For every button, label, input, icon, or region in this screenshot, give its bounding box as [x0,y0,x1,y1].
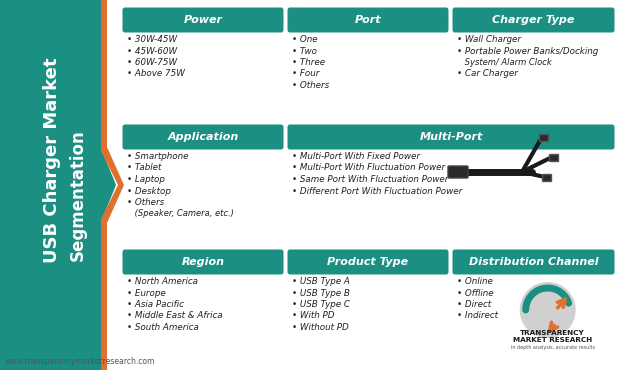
Text: • Direct: • Direct [457,300,491,309]
Text: • Three: • Three [292,58,325,67]
Text: • Smartphone: • Smartphone [127,152,188,161]
Text: • One: • One [292,35,317,44]
Text: • North America: • North America [127,277,198,286]
Text: • Indirect: • Indirect [457,312,498,320]
Polygon shape [101,0,124,370]
Polygon shape [0,0,116,370]
Text: • Without PD: • Without PD [292,323,348,332]
Text: Multi-Port: Multi-Port [419,132,483,142]
Text: Application: Application [167,132,239,142]
Text: Port: Port [355,15,381,25]
Text: • Desktop: • Desktop [127,186,171,195]
Text: • Others: • Others [292,81,329,90]
Text: • Four: • Four [292,70,319,78]
Text: Product Type: Product Type [327,257,409,267]
FancyBboxPatch shape [123,124,283,149]
Text: • Laptop: • Laptop [127,175,165,184]
FancyBboxPatch shape [549,155,559,161]
FancyBboxPatch shape [288,124,614,149]
FancyBboxPatch shape [539,135,549,141]
FancyBboxPatch shape [453,249,614,275]
Text: Distribution Channel: Distribution Channel [469,257,598,267]
Text: • 45W-60W: • 45W-60W [127,47,177,55]
Text: (Speaker, Camera, etc.): (Speaker, Camera, etc.) [132,209,234,219]
Text: • Middle East & Africa: • Middle East & Africa [127,312,223,320]
FancyBboxPatch shape [123,7,283,33]
Text: MARKET RESEARCH: MARKET RESEARCH [513,337,592,343]
Text: • Europe: • Europe [127,289,166,297]
Text: TRANSPARENCY: TRANSPARENCY [520,330,585,336]
Text: • Asia Pacific: • Asia Pacific [127,300,184,309]
Text: • South America: • South America [127,323,199,332]
FancyBboxPatch shape [288,7,448,33]
Text: • Multi-Port With Fixed Power: • Multi-Port With Fixed Power [292,152,420,161]
FancyBboxPatch shape [123,249,283,275]
Text: • Two: • Two [292,47,317,55]
Text: • Different Port With Fluctuation Power: • Different Port With Fluctuation Power [292,186,463,195]
Text: System/ Alarm Clock: System/ Alarm Clock [462,58,552,67]
Text: Region: Region [182,257,224,267]
Text: • 60W-75W: • 60W-75W [127,58,177,67]
FancyBboxPatch shape [453,7,614,33]
Text: • Above 75W: • Above 75W [127,70,185,78]
Text: • Tablet: • Tablet [127,164,161,172]
Text: USB Charger Market: USB Charger Market [43,57,61,263]
Text: • Portable Power Banks/Docking: • Portable Power Banks/Docking [457,47,598,55]
Text: • With PD: • With PD [292,312,335,320]
Text: • USB Type B: • USB Type B [292,289,350,297]
Text: • 30W-45W: • 30W-45W [127,35,177,44]
Text: • Car Charger: • Car Charger [457,70,518,78]
Text: Charger Type: Charger Type [492,15,575,25]
FancyBboxPatch shape [448,166,468,178]
Text: Power: Power [184,15,223,25]
Text: • Others: • Others [127,198,164,207]
Text: in depth analysis, accurate results: in depth analysis, accurate results [511,345,595,350]
Text: • Offline: • Offline [457,289,494,297]
Text: Segmentation: Segmentation [69,129,87,261]
Text: • Same Port With Fluctuation Power: • Same Port With Fluctuation Power [292,175,448,184]
FancyBboxPatch shape [542,175,552,182]
FancyBboxPatch shape [288,249,448,275]
Text: • USB Type C: • USB Type C [292,300,350,309]
Text: • Multi-Port With Fluctuation Power: • Multi-Port With Fluctuation Power [292,164,445,172]
Text: www.transparencymarketresearch.com: www.transparencymarketresearch.com [5,357,156,366]
Text: • Wall Charger: • Wall Charger [457,35,521,44]
Text: • Online: • Online [457,277,493,286]
Circle shape [520,282,576,338]
Text: • USB Type A: • USB Type A [292,277,350,286]
